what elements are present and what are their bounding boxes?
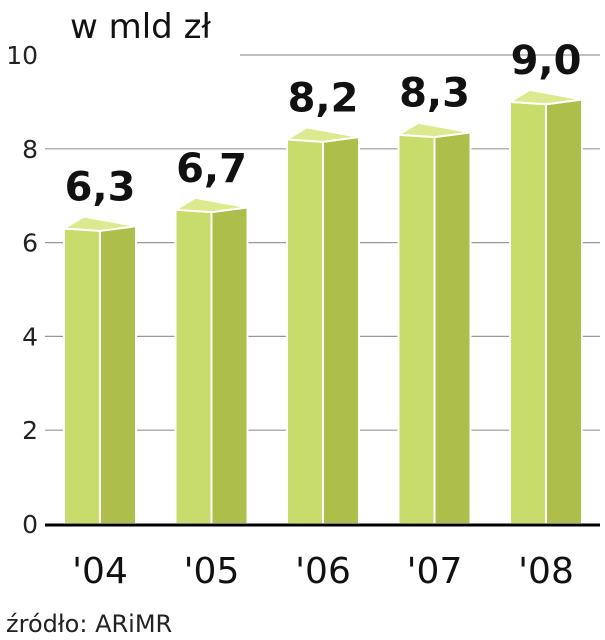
x-tick-label: '08 <box>518 551 574 592</box>
bar-top <box>506 88 583 106</box>
value-label: 8,3 <box>399 71 470 117</box>
x-axis-ticks: '04 '05 '06 '07 '08 <box>72 551 574 592</box>
x-tick-label: '05 <box>184 551 240 592</box>
bar-side <box>433 131 472 525</box>
x-tick-label: '07 <box>407 551 463 592</box>
bar-side <box>210 206 249 525</box>
y-tick-label: 10 <box>6 41 38 70</box>
bars <box>60 88 583 525</box>
y-axis-ticks: 0 2 4 6 8 10 <box>6 41 38 539</box>
bar-front <box>286 138 324 525</box>
y-tick-label: 6 <box>22 229 38 258</box>
value-label: 6,3 <box>65 165 136 211</box>
bar-top <box>172 196 248 214</box>
bar-top <box>395 121 471 139</box>
value-label: 6,7 <box>176 146 247 192</box>
x-tick-label: '06 <box>295 551 351 592</box>
bar-front <box>63 227 101 525</box>
value-label: 8,2 <box>288 75 359 121</box>
bar-side <box>322 135 360 525</box>
bar-top <box>60 215 137 232</box>
bar-side <box>545 98 583 525</box>
y-tick-label: 4 <box>22 322 38 351</box>
x-tick-label: '04 <box>72 551 128 592</box>
bar-side <box>99 224 137 525</box>
unit-label: w mld zł <box>70 7 211 47</box>
y-tick-label: 2 <box>22 416 38 445</box>
value-label: 9,0 <box>511 38 582 84</box>
y-tick-label: 0 <box>22 510 38 539</box>
bar-top <box>283 126 360 143</box>
bar-front <box>397 133 436 525</box>
bar-front <box>174 208 213 525</box>
y-tick-label: 8 <box>22 135 38 164</box>
value-labels: 6,3 6,7 8,2 8,3 9,0 <box>65 38 582 211</box>
source-note: źródło: ARiMR <box>6 610 172 638</box>
bar-front <box>509 100 547 525</box>
